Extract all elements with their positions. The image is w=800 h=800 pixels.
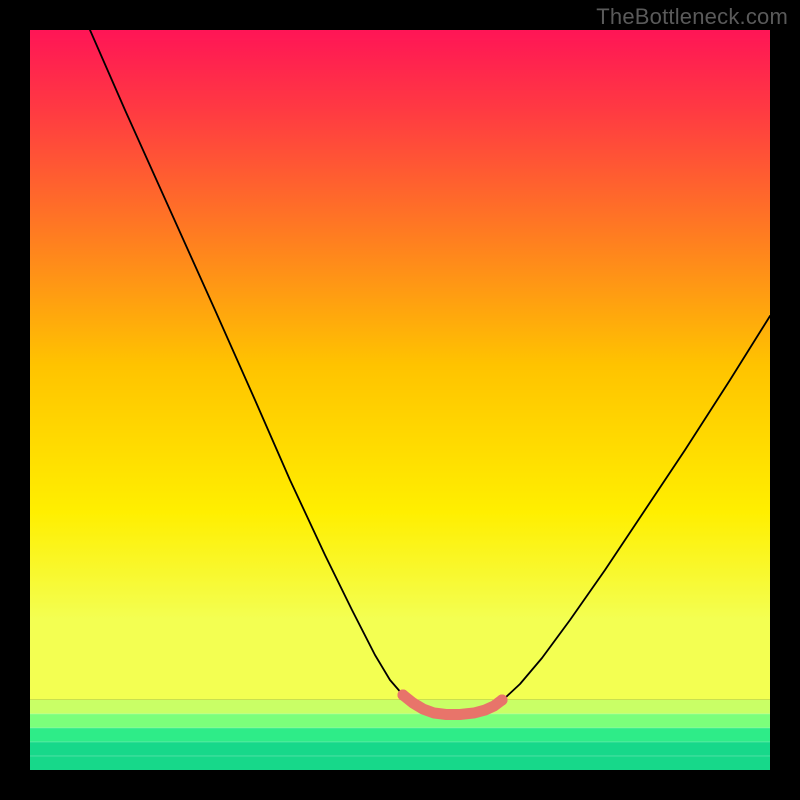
chart-frame: TheBottleneck.com: [0, 0, 800, 800]
chart-svg: [30, 30, 770, 770]
bottleneck-curve-chart: [30, 30, 770, 770]
watermark-text: TheBottleneck.com: [596, 4, 788, 30]
